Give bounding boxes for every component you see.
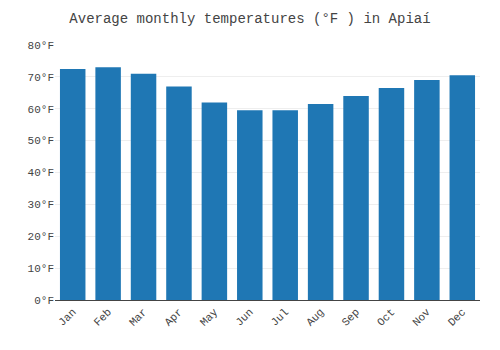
svg-text:Jul: Jul	[269, 306, 291, 328]
svg-text:50°F: 50°F	[28, 135, 54, 147]
svg-text:Nov: Nov	[410, 306, 433, 329]
svg-text:10°F: 10°F	[28, 263, 54, 275]
svg-text:Feb: Feb	[92, 306, 114, 328]
svg-text:60°F: 60°F	[28, 104, 54, 116]
svg-text:Mar: Mar	[127, 306, 149, 328]
svg-text:30°F: 30°F	[28, 199, 54, 211]
svg-text:20°F: 20°F	[28, 231, 54, 243]
svg-text:Average monthly temperatures (: Average monthly temperatures (°F ) in Ap…	[69, 11, 430, 27]
svg-text:Sep: Sep	[340, 306, 362, 328]
svg-text:40°F: 40°F	[28, 167, 54, 179]
svg-text:80°F: 80°F	[28, 40, 54, 52]
svg-text:Aug: Aug	[304, 306, 326, 328]
svg-text:Jan: Jan	[56, 306, 78, 328]
svg-text:Apr: Apr	[162, 306, 184, 328]
svg-text:Oct: Oct	[375, 306, 397, 328]
svg-text:70°F: 70°F	[28, 72, 54, 84]
svg-text:0°F: 0°F	[34, 295, 54, 307]
svg-text:Dec: Dec	[446, 306, 468, 328]
svg-text:Jun: Jun	[233, 306, 255, 328]
svg-text:May: May	[198, 306, 221, 329]
